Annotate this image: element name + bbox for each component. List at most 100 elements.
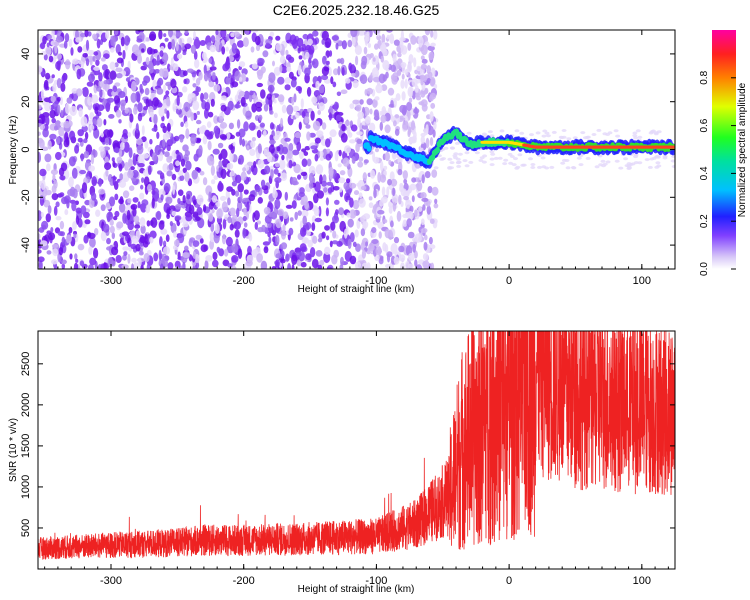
spectrogram-cell [356,131,363,136]
spectrogram-cell [549,165,555,169]
spectrogram-cell [392,53,397,63]
spectrogram-cell [141,177,145,184]
spectrogram-cell [164,151,170,158]
spectrogram-cell [130,203,138,210]
spectrogram-cell [179,175,185,181]
spectrogram-cell [580,131,586,135]
spectrogram-cell [76,68,82,80]
spectrogram-cell [123,141,130,153]
y-tick-label: 20 [20,96,32,108]
spectrogram-cell [127,198,132,204]
spectrogram-cell [433,121,437,130]
spectrogram-cell [162,84,167,92]
spectrogram-cell [402,170,408,180]
spectrogram-cell [91,94,99,104]
spectrogram-cell [266,93,272,100]
spectrogram-cell [172,102,176,112]
spectrogram-cell [131,257,137,263]
spectrogram-cell [134,49,142,57]
spectrogram-cell [131,235,139,244]
spectrogram-cell [182,70,188,77]
spectrogram-cell [355,261,361,269]
spectrogram-cell [355,104,362,112]
spectrogram-cell [76,88,83,97]
spectrogram-cell [130,166,135,171]
spectrogram-cell [180,158,186,167]
spectrogram-cell [136,38,143,43]
spectrogram-cell [59,231,65,237]
spectrogram-cell [78,107,83,118]
spectrogram-cell [227,216,232,224]
spectrogram-cell [115,255,122,263]
spectrogram-cell [250,30,259,33]
spectrogram-cell [404,68,409,76]
colorbar-tick-label: 0.0 [699,262,710,276]
spectrogram-cell [126,209,131,221]
spectrogram-cell [220,30,227,39]
spectrogram-cell [330,221,336,231]
spectrogram-cell [89,124,95,131]
spectrogram-cell [277,94,285,103]
spectrogram-cell [151,189,156,196]
spectrogram-cell [311,215,317,224]
colorbar [712,30,736,269]
spectrogram-cell [208,80,215,88]
spectrogram-cell [226,162,234,170]
spectrogram-cell [321,180,327,187]
spectrogram-cell [55,35,64,43]
spectrogram-cell [98,177,103,187]
spectrogram-cell [108,196,116,207]
spectrogram-cell [213,175,219,180]
spectrogram-cell [122,254,127,261]
spectrogram-cell [360,185,367,191]
spectrogram-cell [192,100,200,111]
spectrogram-cell [242,197,250,203]
spectrogram-cell [105,202,110,209]
spectrogram-cell [316,130,324,138]
spectrogram-cell [517,153,523,157]
spectrogram-cell [163,246,170,255]
spectrogram-cell [300,171,308,177]
spectrogram-cell [264,165,271,175]
spectrogram-cell [408,97,413,103]
spectrogram-cell [159,263,164,269]
spectrogram-cell [246,201,250,212]
spectrogram-cell [257,58,265,65]
spectrogram-cell [222,218,227,230]
spectrogram-cell [59,192,65,198]
spectrogram-cell [280,117,284,128]
spectrogram-cell [74,144,80,154]
spectrogram-cell [326,235,330,241]
spectrogram-cell [203,204,207,213]
spectrogram-cell [182,252,190,258]
spectrogram-cell [454,141,460,145]
spectrogram-cell [96,85,102,92]
spectrogram-cell [114,147,120,154]
x-tick-label: 100 [633,575,651,587]
spectrogram-cell [325,197,329,206]
spectrogram-cell [51,117,56,124]
spectrogram-cell [196,194,204,206]
spectrogram-cell [277,172,281,177]
spectrogram-cell [291,149,300,156]
spectrogram-cell [257,197,263,204]
spectrogram-cell [114,210,120,218]
spectrogram-cell [400,62,407,68]
spectrogram-cell [40,179,46,191]
spectrogram-cell [441,157,446,161]
spectrogram-cell [193,153,199,162]
spectrogram-cell [371,67,379,78]
spectrogram-cell [128,158,133,167]
spectrogram-cell [69,130,76,141]
spectrogram-cell [288,142,294,152]
spectrogram-cell [52,101,59,110]
spectrogram-cell [391,193,399,204]
spectrogram-cell [430,102,436,109]
spectrogram-cell [317,237,323,243]
spectrogram-cell [160,46,165,51]
spectrogram-cell [111,157,115,162]
spectrogram-cell [210,165,215,176]
snr-y-ticks: 500 1000 1500 2000 2500 [20,352,675,537]
spectrogram-cell [97,104,105,112]
spectrogram-cell [296,37,304,48]
